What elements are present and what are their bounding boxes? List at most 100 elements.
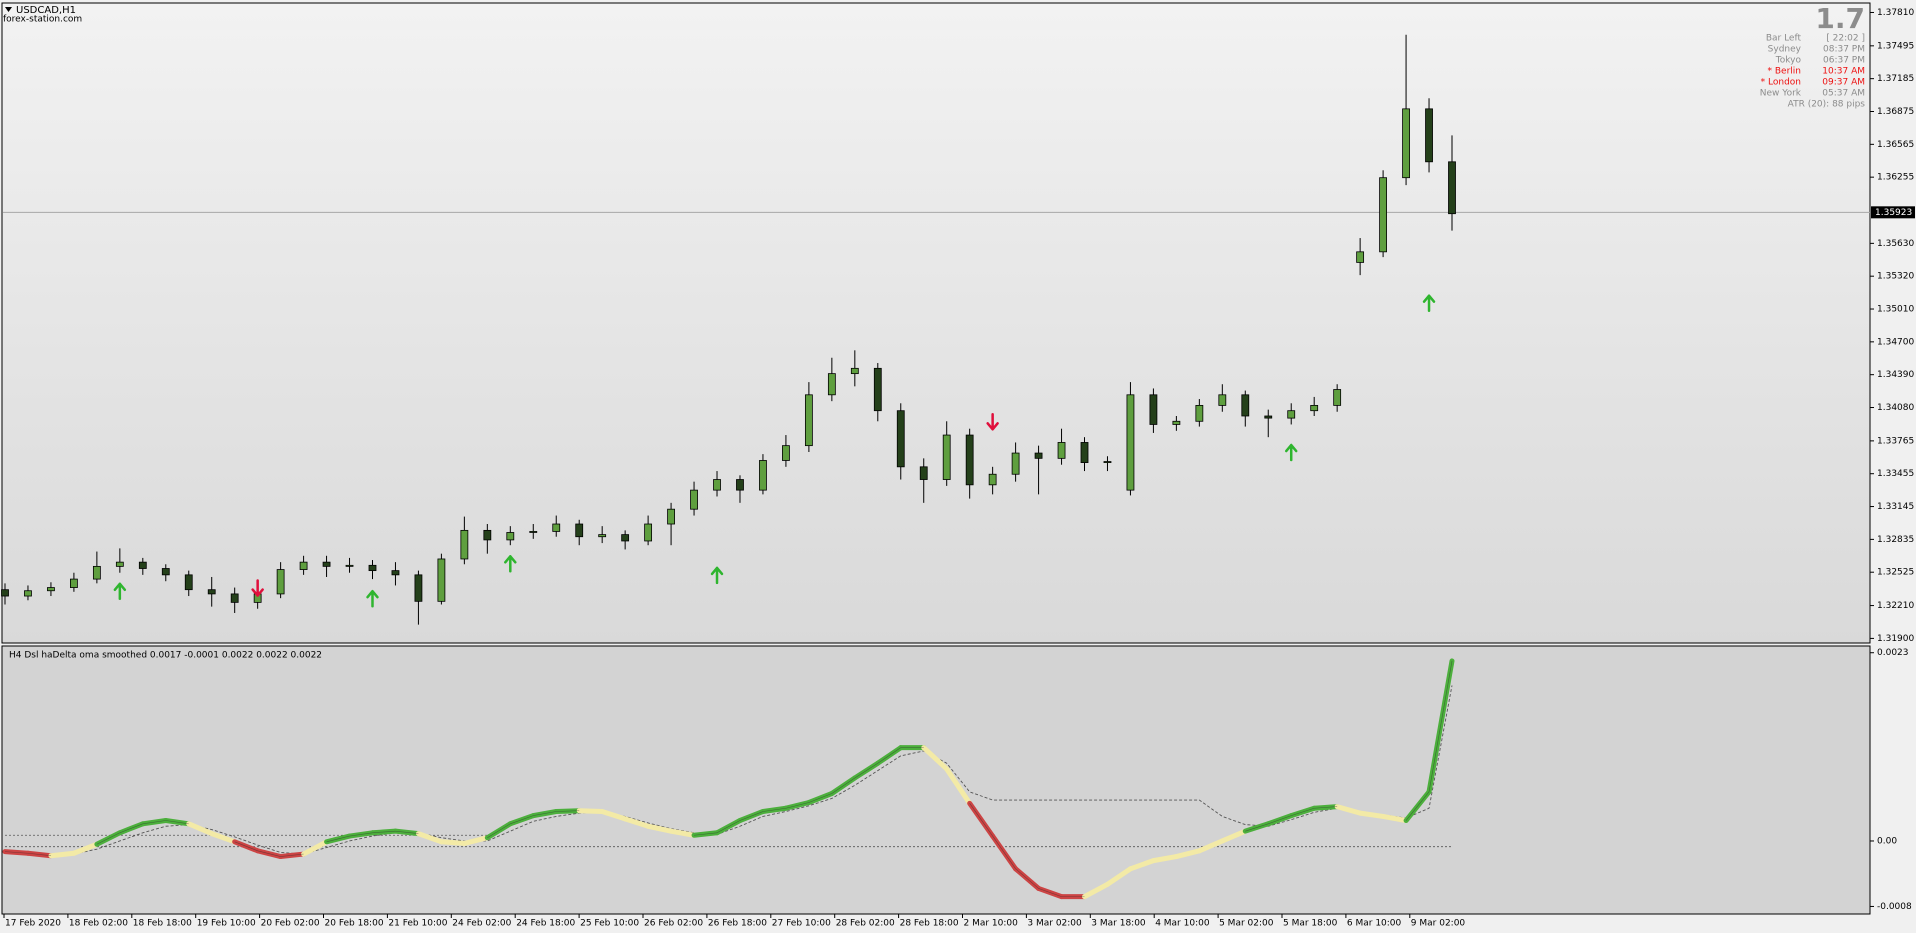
x-tick-label: 6 Mar 10:00 <box>1347 919 1402 929</box>
indicator-line-edge <box>694 832 718 836</box>
signal-arrow-up <box>113 582 127 601</box>
candle-body <box>1264 415 1273 419</box>
candle-body <box>276 569 285 595</box>
indicator-line-segment <box>1173 848 1202 860</box>
info-label: Bar Left <box>1766 34 1802 44</box>
y-tick-label: 1.34700 <box>1877 337 1914 347</box>
menu-triangle[interactable] <box>5 7 12 12</box>
indicator-panel <box>1 645 1871 915</box>
y-tick-label: 1.36255 <box>1877 173 1914 183</box>
signal-arrow-up <box>504 555 517 573</box>
candle-body <box>322 561 331 567</box>
indicator-line-segment <box>1104 866 1133 887</box>
candle-body <box>942 434 951 480</box>
candle-body <box>1 589 9 597</box>
current-price-box <box>1871 206 1915 219</box>
candle-body <box>1103 461 1112 463</box>
candle-body <box>24 590 32 597</box>
candle-body <box>552 523 561 532</box>
x-tick-label: 19 Feb 10:00 <box>197 919 256 929</box>
indicator-line-edge <box>395 830 419 834</box>
candle-body <box>896 410 905 468</box>
candle-body <box>437 558 446 602</box>
indicator-line-edge <box>762 807 786 812</box>
x-tick-label: 20 Feb 18:00 <box>325 919 384 929</box>
candle-body <box>184 574 193 591</box>
info-value: 08:37 PM <box>1823 45 1865 55</box>
atr-label: ATR (20): 88 pips <box>1788 100 1866 110</box>
info-value: 05:37 AM <box>1822 89 1865 99</box>
x-tick-label: 24 Feb 18:00 <box>516 919 575 929</box>
y-tick-label: 0.0023 <box>1877 648 1909 658</box>
indicator-line-segment <box>301 839 330 857</box>
signal-line <box>4 685 1453 855</box>
candle-body <box>1402 108 1410 179</box>
candle-body <box>1195 404 1204 422</box>
y-tick-label: 1.34080 <box>1877 403 1914 413</box>
signal-arrow-up <box>1284 443 1298 462</box>
x-tick-label: 26 Feb 18:00 <box>708 919 767 929</box>
x-tick-label: 28 Feb 18:00 <box>900 919 959 929</box>
indicator-line-edge <box>1038 888 1062 897</box>
candle-body <box>988 473 997 486</box>
indicator-line-edge <box>739 811 764 821</box>
indicator-line-segment <box>1357 810 1386 819</box>
indicator-line-edge <box>1268 815 1292 825</box>
info-value: 09:37 AM <box>1822 78 1865 88</box>
indicator-line-edge <box>96 832 120 845</box>
x-tick-label: 20 Feb 02:00 <box>261 919 320 929</box>
candle-body <box>92 565 101 580</box>
candle-body <box>1011 452 1020 475</box>
candle-body <box>1333 389 1342 406</box>
candle-body <box>161 568 170 576</box>
indicator-line-edge <box>326 835 350 843</box>
signal-arrow-down <box>251 579 264 597</box>
indicator-line-segment <box>186 821 215 837</box>
x-tick-label: 25 Feb 10:00 <box>580 919 639 929</box>
candle-body <box>299 561 308 570</box>
indicator-line-segment <box>944 766 973 806</box>
info-value: 06:37 PM <box>1823 56 1865 66</box>
indicator-line-segment <box>668 828 697 838</box>
indicator-line-segment <box>576 808 605 815</box>
indicator-line-segment <box>1150 854 1179 864</box>
candle-body <box>873 367 882 412</box>
candle-body <box>1057 442 1066 459</box>
candle-body <box>804 394 813 447</box>
x-tick-label: 9 Mar 02:00 <box>1411 919 1466 929</box>
indicator-line-segment <box>71 841 100 856</box>
indicator-line-segment <box>645 823 674 834</box>
candle-body <box>460 529 469 560</box>
x-tick-label: 18 Feb 02:00 <box>69 919 128 929</box>
indicator-line-edge <box>142 820 166 825</box>
candle-body <box>850 367 859 375</box>
indicator-line-segment <box>1082 881 1110 900</box>
y-tick-label: 1.36875 <box>1877 107 1914 117</box>
x-tick-label: 5 Mar 18:00 <box>1283 919 1338 929</box>
candle-body <box>47 587 55 592</box>
candle-body <box>575 523 584 538</box>
y-tick-label: 1.35320 <box>1877 272 1914 282</box>
x-tick-label: 26 Feb 02:00 <box>644 919 703 929</box>
indicator-line-edge <box>877 747 901 764</box>
indicator-line-edge <box>1245 823 1269 832</box>
candle-body <box>207 589 216 595</box>
indicator-line-segment <box>438 839 467 846</box>
candle-body <box>70 578 78 588</box>
candle-body <box>391 570 400 576</box>
x-tick-label: 2 Mar 10:00 <box>964 919 1019 929</box>
candle-body <box>138 561 147 569</box>
candle-body <box>345 564 354 567</box>
indicator-line-segment <box>209 831 238 845</box>
y-tick-label: 1.33455 <box>1877 469 1914 479</box>
indicator-line-edge <box>831 777 855 794</box>
candle-body <box>919 466 928 480</box>
y-tick-label: 1.35630 <box>1877 239 1914 249</box>
info-label: * London <box>1761 78 1801 88</box>
candle-body <box>1241 394 1250 417</box>
candle-body <box>965 434 974 486</box>
indicator-line-edge <box>119 823 143 834</box>
indicator-line-edge <box>1405 791 1430 821</box>
candle-body <box>713 479 721 491</box>
